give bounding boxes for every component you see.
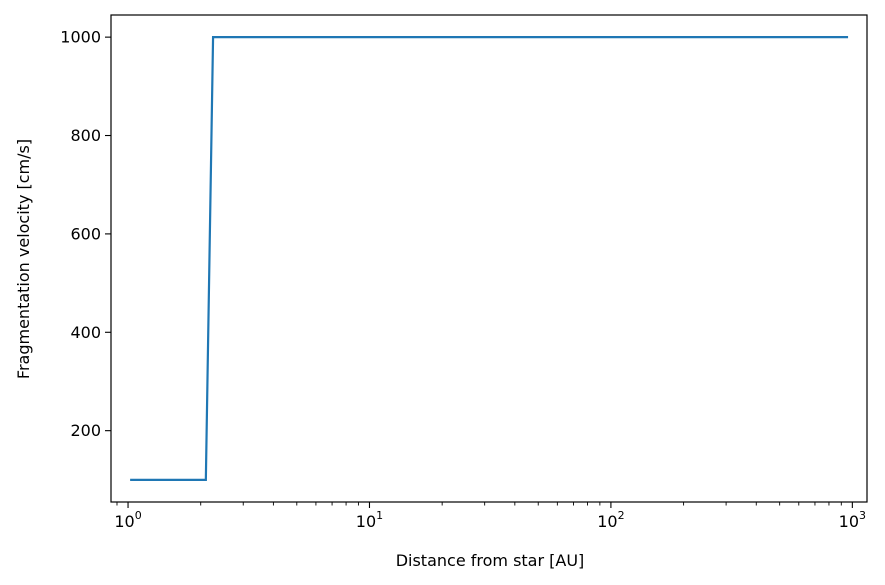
y-tick-label: 600 xyxy=(70,224,101,243)
x-tick-label: 103 xyxy=(839,509,866,531)
plot-area xyxy=(110,14,868,503)
series-line-0 xyxy=(130,36,849,481)
x-tick-label: 101 xyxy=(356,509,383,531)
y-tick-label: 200 xyxy=(70,421,101,440)
y-tick-label: 1000 xyxy=(60,28,101,47)
x-axis: 100 101 102 103 xyxy=(114,502,866,531)
y-axis: 200 400 600 800 1000 xyxy=(60,28,111,440)
y-tick-label: 400 xyxy=(70,323,101,342)
series-layer xyxy=(130,36,849,481)
x-tick-label: 102 xyxy=(597,509,624,531)
plot-frame xyxy=(110,14,868,503)
x-tick-label: 100 xyxy=(114,509,141,531)
y-tick-label: 800 xyxy=(70,126,101,145)
x-axis-label: Distance from star [AU] xyxy=(396,551,585,570)
y-axis-label: Fragmentation velocity [cm/s] xyxy=(14,139,33,379)
